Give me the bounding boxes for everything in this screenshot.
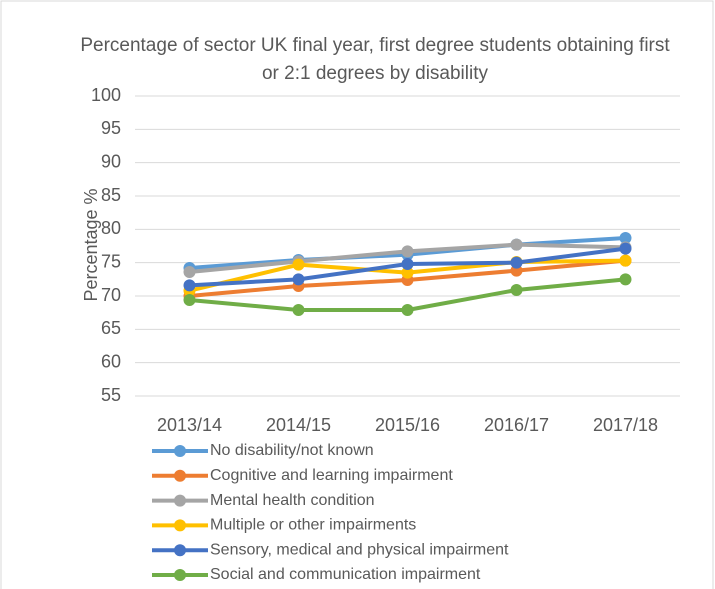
data-point — [183, 279, 196, 292]
data-point — [619, 232, 632, 244]
data-point — [619, 242, 632, 255]
legend-label: Cognitive and learning impairment — [210, 467, 453, 484]
y-tick-label: 75 — [101, 251, 121, 271]
legend-label: Sensory, medical and physical impairment — [210, 541, 509, 558]
y-tick-label: 80 — [101, 218, 121, 238]
x-tick-label: 2014/15 — [266, 415, 331, 435]
y-tick-label: 90 — [101, 151, 121, 171]
legend-marker — [174, 445, 186, 457]
legend-marker — [174, 494, 186, 507]
data-point — [619, 254, 632, 267]
legend-label: Multiple or other impairments — [210, 517, 416, 534]
y-tick-label: 65 — [101, 318, 121, 338]
data-point — [510, 256, 523, 269]
data-point — [401, 245, 414, 258]
data-point — [183, 266, 196, 278]
data-point — [401, 304, 414, 316]
legend-label: Mental health condition — [210, 492, 375, 509]
legend-marker — [174, 544, 186, 557]
y-tick-label: 95 — [101, 118, 121, 138]
data-point — [292, 304, 305, 316]
y-tick-label: 55 — [101, 385, 121, 405]
y-tick-label: 70 — [101, 285, 121, 305]
x-tick-label: 2017/18 — [593, 415, 658, 435]
x-tick-label: 2016/17 — [484, 415, 549, 435]
legend-label: No disability/not known — [210, 442, 374, 459]
x-tick-label: 2015/16 — [375, 415, 440, 435]
legend-marker — [174, 469, 186, 482]
legend-label: Social and communication impairment — [210, 566, 481, 583]
y-tick-label: 60 — [101, 351, 121, 371]
legend-marker — [174, 519, 186, 532]
data-point — [401, 258, 414, 270]
data-point — [292, 258, 305, 271]
data-point — [619, 273, 632, 286]
chart-title: Percentage of sector UK final year, firs… — [80, 35, 670, 84]
data-point — [183, 294, 196, 306]
data-point — [401, 266, 414, 279]
y-axis-label: Percentage % — [81, 188, 101, 301]
y-tick-label: 100 — [91, 85, 121, 105]
y-tick-label: 85 — [101, 185, 121, 205]
data-point — [292, 273, 305, 286]
data-point — [510, 284, 523, 296]
legend-marker — [174, 569, 186, 581]
x-tick-label: 2013/14 — [157, 415, 222, 435]
data-point — [510, 238, 523, 251]
